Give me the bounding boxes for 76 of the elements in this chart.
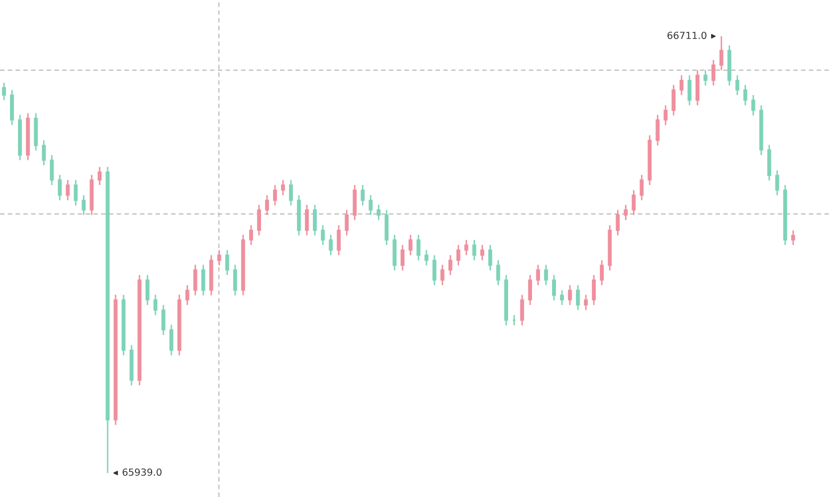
candlestick — [193, 264, 198, 296]
candlestick — [169, 324, 174, 356]
candlestick — [400, 244, 404, 272]
candlestick — [42, 140, 46, 166]
candlestick — [185, 284, 190, 306]
candlestick — [265, 194, 269, 216]
candlestick — [688, 74, 692, 106]
candlestick — [640, 174, 644, 201]
candlestick — [424, 249, 428, 266]
candlestick — [775, 170, 780, 196]
candlestick — [82, 194, 86, 216]
candlestick — [233, 264, 238, 296]
candlestick — [632, 189, 636, 216]
candlestick — [408, 234, 412, 256]
candlestick — [217, 249, 222, 266]
candlestick — [288, 179, 293, 206]
candlestick — [225, 249, 230, 276]
candlestick — [480, 244, 484, 261]
candlestick — [719, 36, 724, 71]
candlestick — [743, 84, 748, 106]
candlestick — [328, 234, 333, 256]
annotation: 65939.0 — [122, 468, 162, 476]
candlestick — [472, 239, 476, 261]
candlestick — [146, 274, 150, 306]
candlestick — [74, 179, 78, 206]
candlestick — [360, 184, 365, 206]
candlestick — [304, 204, 309, 236]
candlestick — [656, 114, 660, 146]
candlestick — [456, 244, 460, 266]
candlestick — [664, 104, 668, 126]
candlestick — [552, 274, 556, 302]
candlestick — [791, 230, 796, 246]
annotation: 66711.0 — [668, 32, 706, 40]
candlestick — [576, 284, 580, 311]
candlestick — [416, 234, 420, 261]
candlestick — [711, 59, 716, 86]
candlestick — [520, 294, 524, 326]
candlestick — [528, 274, 532, 306]
candlestick — [58, 174, 62, 201]
candlestick — [592, 274, 596, 306]
candlestick — [440, 264, 444, 286]
candlestick — [281, 179, 285, 196]
candlestick — [249, 224, 254, 246]
candlestick — [680, 74, 684, 96]
candlestick — [568, 284, 572, 306]
candlestick — [368, 194, 373, 216]
candlestick — [496, 260, 500, 286]
candlestick — [2, 82, 6, 101]
candlestick — [257, 204, 262, 236]
candlestick — [584, 294, 588, 311]
candlestick — [432, 254, 436, 286]
candlestick — [600, 260, 604, 286]
candlestick — [560, 290, 564, 306]
candlestick — [98, 166, 102, 186]
candlestick — [624, 204, 628, 221]
candlestick — [312, 204, 317, 236]
candlestick — [344, 209, 349, 236]
candlestick — [153, 294, 158, 316]
candlestick — [448, 254, 452, 276]
candlestick — [464, 239, 468, 256]
candlestick — [273, 184, 277, 206]
candlestick — [544, 264, 548, 286]
candlestick — [161, 304, 166, 336]
candlestick — [201, 264, 206, 296]
candlestick — [703, 69, 708, 86]
candlestick — [336, 224, 341, 256]
candlestick — [672, 84, 676, 116]
candlestick — [66, 179, 70, 201]
candlestick — [735, 74, 740, 96]
candlestick — [488, 244, 492, 272]
candlestick — [616, 209, 620, 236]
candlestick — [50, 154, 54, 186]
candlestick — [376, 204, 381, 221]
candlestick — [320, 224, 325, 246]
candlestick — [536, 264, 540, 286]
candlestick — [751, 94, 756, 116]
